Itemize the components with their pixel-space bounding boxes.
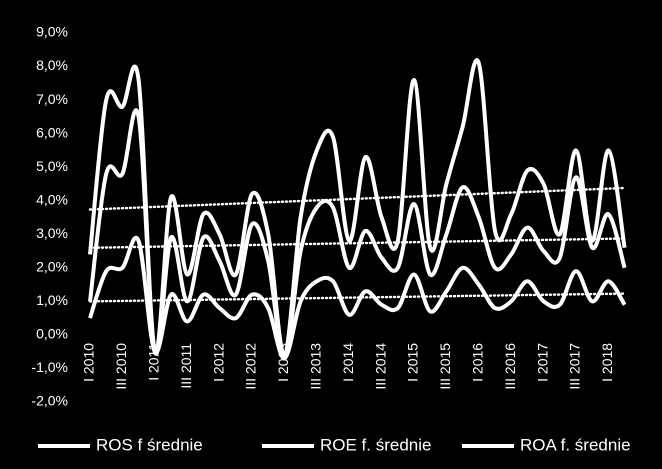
y-tick-label: 3,0%	[36, 225, 68, 241]
x-tick-label: III 2011	[178, 343, 194, 389]
x-tick-label: III 2017	[567, 343, 583, 390]
x-tick-label: I 2010	[81, 343, 97, 382]
x-tick-label: III 2012	[243, 343, 259, 390]
y-tick-label: -2,0%	[31, 393, 68, 409]
y-tick-label: 7,0%	[36, 91, 68, 107]
series-line	[88, 108, 627, 361]
y-tick-label: 4,0%	[36, 191, 68, 207]
y-tick-label: 1,0%	[36, 292, 68, 308]
y-tick-label: 6,0%	[36, 124, 68, 140]
y-tick-label: 2,0%	[36, 259, 68, 275]
y-tick-label: 0,0%	[36, 326, 68, 342]
trend-line	[88, 292, 626, 303]
series-line	[88, 58, 627, 358]
x-tick-label: I 2017	[534, 343, 550, 382]
trend-line	[88, 237, 626, 250]
legend-label: ROE f. średnie	[320, 435, 432, 454]
series-line	[88, 235, 627, 361]
x-tick-label: I 2014	[340, 343, 356, 382]
x-tick-label: III 2015	[437, 343, 453, 390]
y-tick-label: 8,0%	[36, 57, 68, 73]
x-tick-label: I 2018	[599, 343, 615, 382]
x-tick-label: III 2010	[113, 343, 129, 390]
x-tick-label: III 2016	[502, 343, 518, 390]
x-tick-label: III 2013	[308, 343, 324, 390]
x-tick-label: I 2012	[210, 343, 226, 382]
x-tick-label: III 2014	[372, 343, 388, 390]
y-tick-label: 9,0%	[36, 24, 68, 40]
y-tick-label: -1,0%	[31, 359, 68, 375]
x-tick-label: I 2015	[405, 343, 421, 382]
y-tick-label: 5,0%	[36, 158, 68, 174]
legend-label: ROA f. średnie	[520, 435, 631, 454]
trend-line	[88, 186, 626, 211]
legend-label: ROS f średnie	[96, 435, 203, 454]
x-tick-label: I 2016	[470, 343, 486, 382]
